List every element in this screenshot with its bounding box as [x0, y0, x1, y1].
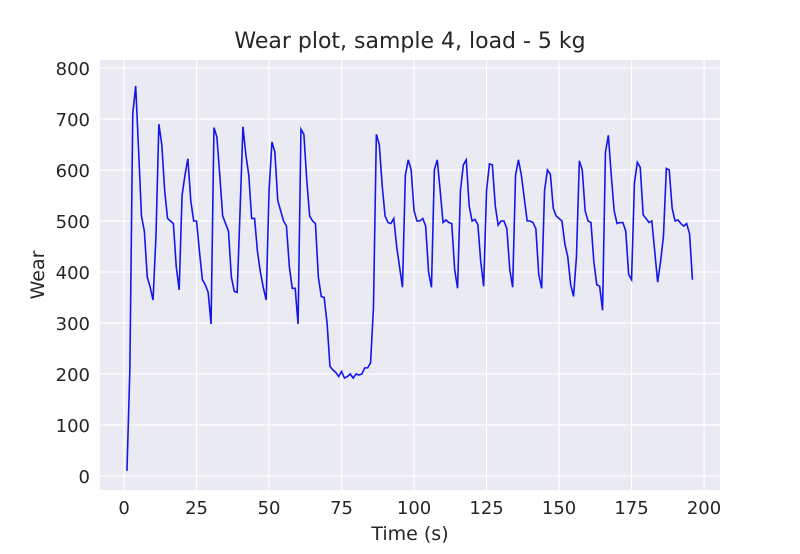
x-tick-label: 125: [469, 498, 503, 519]
y-tick-label: 800: [56, 59, 90, 80]
x-tick-label: 0: [118, 498, 129, 519]
data-line: [126, 85, 694, 471]
x-tick-label: 100: [397, 498, 431, 519]
x-tick-label: 150: [542, 498, 576, 519]
x-tick-label: 50: [258, 498, 281, 519]
x-tick-label: 200: [687, 498, 721, 519]
chart-title: Wear plot, sample 4, load - 5 kg: [234, 29, 585, 54]
y-tick-label: 0: [79, 467, 90, 488]
x-tick-label: 25: [185, 498, 208, 519]
y-tick-label: 300: [56, 314, 90, 335]
y-tick-label: 100: [56, 416, 90, 437]
x-axis-label: Time (s): [370, 523, 448, 545]
y-tick-label: 400: [56, 263, 90, 284]
y-tick-label: 200: [56, 365, 90, 386]
y-tick-label: 600: [56, 161, 90, 182]
y-tick-label: 500: [56, 212, 90, 233]
x-tick-label: 75: [330, 498, 353, 519]
x-tick-label: 175: [614, 498, 648, 519]
plot-area: [100, 60, 720, 490]
y-axis-label: Wear: [27, 250, 49, 299]
y-tick-label: 700: [56, 110, 90, 131]
